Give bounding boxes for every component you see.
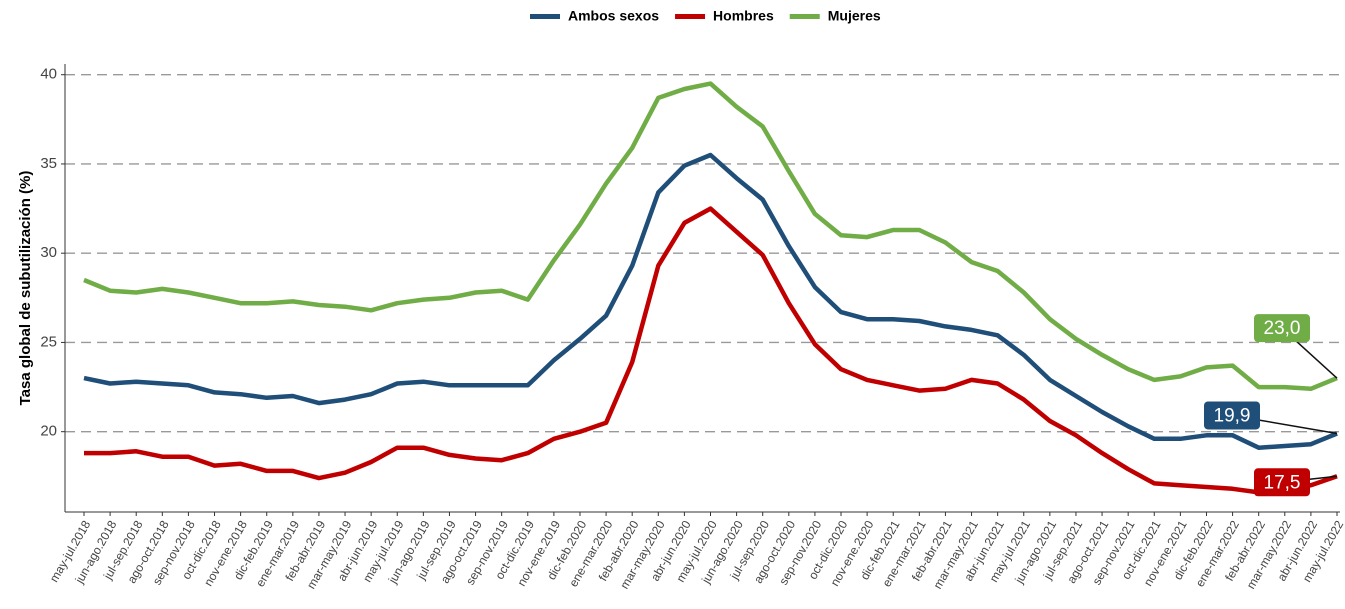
series-line <box>83 81 1338 392</box>
y-axis-title: Tasa global de subutilización (%) <box>17 171 34 406</box>
label-box <box>1204 401 1260 430</box>
value-label: 23,0 <box>1264 318 1301 339</box>
y-tick-label: 25 <box>40 333 57 350</box>
value-label: 17,5 <box>1264 472 1301 493</box>
legend-label: Ambos sexos <box>568 8 659 24</box>
label-box <box>1254 314 1310 343</box>
series-line <box>84 206 1338 495</box>
legend-swatch <box>675 14 706 19</box>
legend-swatch <box>530 14 560 19</box>
y-tick-label: 35 <box>40 155 57 172</box>
value-label: 19,9 <box>1214 405 1251 426</box>
series-line <box>83 152 1338 450</box>
label-box <box>1254 468 1310 497</box>
legend-label: Mujeres <box>828 8 881 24</box>
legend-swatch <box>789 14 820 19</box>
y-tick-label: 40 <box>40 66 57 83</box>
y-tick-label: 20 <box>40 423 57 440</box>
legend-label: Hombres <box>713 8 774 24</box>
y-tick-label: 30 <box>40 244 57 261</box>
